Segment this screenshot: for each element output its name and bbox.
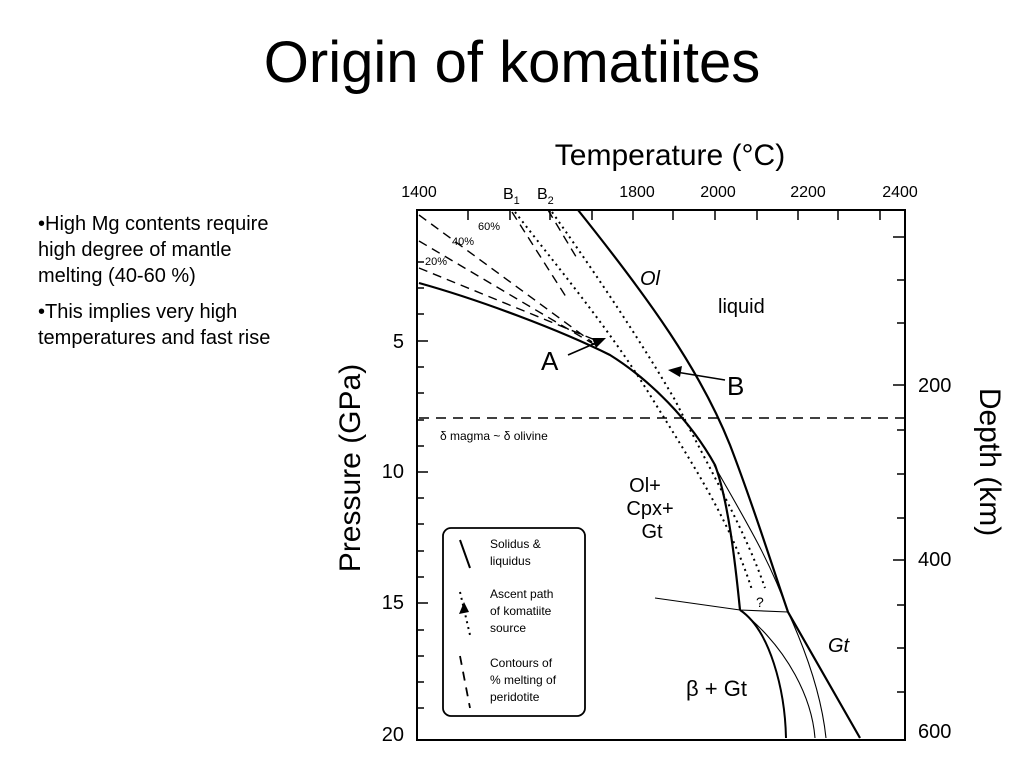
right-tick-label: 200: [918, 375, 951, 397]
beta-boundary: [654, 597, 789, 613]
legend-box: [442, 527, 586, 717]
b2-label: B2: [537, 186, 554, 207]
b1-label: B1: [503, 186, 520, 207]
top-axis-title: Temperature (°C): [555, 139, 785, 172]
right-axis-title: Depth (km): [973, 388, 1006, 536]
top-ticks: 1400 1800 2000 2200 2400: [401, 184, 918, 201]
svg-text:% melting of: % melting of: [490, 673, 557, 687]
contour-label: 40%: [452, 236, 474, 248]
left-tick-marks: [417, 261, 428, 709]
left-tick-label: 5: [393, 331, 404, 353]
legend-ascent-text: Ascent path of komatiite source: [490, 587, 553, 635]
svg-text:peridotite: peridotite: [490, 690, 540, 704]
svg-text:Contours of: Contours of: [490, 656, 553, 670]
field-line: Gt: [641, 521, 663, 543]
left-axis-title: Pressure (GPa): [334, 364, 367, 572]
right-tick-label: 400: [918, 549, 951, 571]
field-beta-gt: β + Gt: [686, 676, 747, 701]
legend-solidus-symbol: [459, 539, 471, 569]
gt-in-line: [713, 464, 789, 613]
svg-text:Ascent path: Ascent path: [490, 587, 553, 601]
arrow-b-label: B: [727, 371, 744, 401]
left-tick-label: 10: [382, 461, 404, 483]
bullet-list: •High Mg contents require high degree of…: [38, 211, 278, 361]
contour-20: [418, 267, 601, 343]
contour-b2-dash: [547, 209, 579, 261]
contour-label: 20%: [425, 256, 447, 268]
contour-label: 60%: [478, 221, 500, 233]
ascent-paths: [514, 211, 766, 591]
contour-labels: 60% 40% 20%: [425, 221, 500, 268]
field-line: Ol+: [629, 475, 661, 497]
top-tick-label: 2000: [700, 184, 736, 201]
legend-contour-symbol: [459, 655, 471, 709]
arrow-a-head: [592, 338, 606, 348]
arrow-b-head: [668, 366, 682, 377]
gt-boundary-a: [787, 611, 827, 739]
top-tick-marks: [467, 210, 881, 220]
question-mark: ?: [756, 594, 764, 610]
top-tick-label: 1400: [401, 184, 437, 201]
right-tick-label: 600: [918, 721, 951, 743]
top-tick-label: 2400: [882, 184, 918, 201]
legend-ascent-arrowhead: [459, 602, 469, 614]
arrow-a-label: A: [541, 346, 559, 376]
contour-60: [418, 214, 593, 343]
slide-title: Origin of komatiites: [263, 30, 761, 95]
legend-contour-text: Contours of % melting of peridotite: [490, 656, 557, 704]
field-ol-cpx-gt: Ol+ Cpx+ Gt: [626, 475, 673, 543]
legend-ascent-symbol: [459, 591, 471, 636]
svg-text:Solidus &: Solidus &: [490, 537, 541, 551]
top-tick-label: 2200: [790, 184, 826, 201]
top-tick-label: 1800: [619, 184, 655, 201]
ascent-path-1: [514, 211, 753, 591]
svg-text:of komatiite: of komatiite: [490, 604, 552, 618]
left-tick-label: 20: [382, 724, 404, 746]
field-liquid: liquid: [718, 296, 765, 318]
svg-text:source: source: [490, 621, 526, 635]
left-ticks: 5 10 15 20: [382, 331, 404, 746]
density-crossover-label: δ magma ~ δ olivine: [440, 429, 548, 443]
ascent-path-2: [551, 211, 766, 589]
svg-text:liquidus: liquidus: [490, 554, 531, 568]
solidus-curve: [418, 281, 742, 611]
contour-b1-dash: [511, 211, 569, 301]
bullet-item: •High Mg contents require high degree of…: [38, 213, 269, 287]
right-tick-marks: [893, 236, 905, 693]
plot-frame: [416, 209, 906, 741]
legend-solidus-text: Solidus & liquidus: [490, 537, 541, 568]
left-tick-label: 15: [382, 592, 404, 614]
arrow-a-shaft: [567, 341, 599, 356]
liquidus-curve: [577, 209, 861, 739]
gt-boundary-b: [739, 609, 816, 739]
label-gt: Gt: [828, 635, 851, 657]
melting-contours: [418, 209, 601, 346]
bullet-item: •This implies very high temperatures and…: [38, 301, 271, 349]
contour-40: [418, 240, 596, 346]
arrow-b-shaft: [675, 371, 726, 381]
label-ol: Ol: [640, 268, 661, 290]
field-line: Cpx+: [626, 498, 673, 520]
right-ticks: 200 400 600: [918, 375, 951, 743]
beta-gt-boundary: [739, 609, 787, 739]
